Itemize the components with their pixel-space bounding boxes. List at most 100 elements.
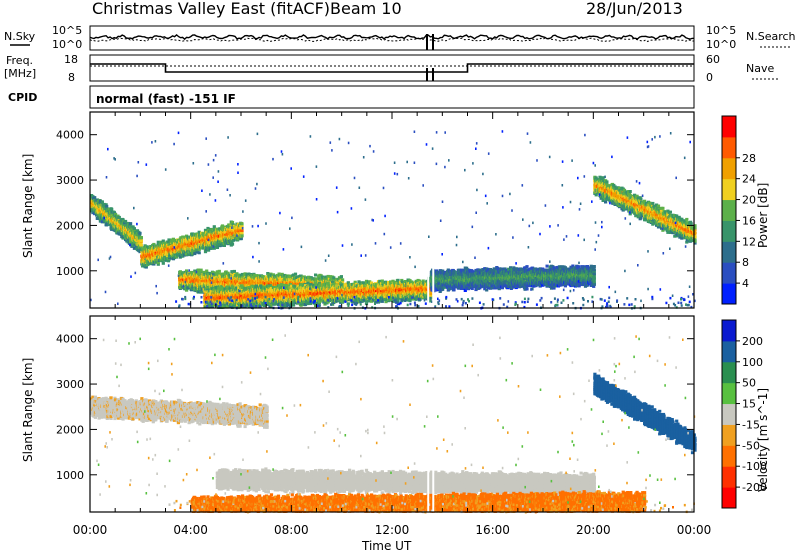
echo-cell <box>230 242 235 246</box>
echo-cell <box>302 275 306 279</box>
echo-cell <box>139 239 143 243</box>
echo-cell <box>167 258 171 262</box>
echo-cell <box>266 272 270 275</box>
echo-cell <box>215 270 219 274</box>
echo-cell <box>197 268 201 272</box>
echo-cell <box>208 302 212 306</box>
echo-cell <box>185 269 189 273</box>
freq-label: Freq. <box>6 54 33 67</box>
freq-tick-top: 18 <box>64 53 78 66</box>
echo-cell <box>102 202 106 206</box>
station-title: Christmas Valley East (fitACF) <box>92 0 330 18</box>
echo-cell <box>197 251 201 255</box>
echo-cell <box>332 278 336 282</box>
echo-cell <box>139 236 143 239</box>
echo-cell <box>212 246 216 250</box>
nsky-scale-bottom: 10^0 <box>52 38 82 51</box>
echo-cell <box>205 288 209 292</box>
echo-cell <box>181 254 185 258</box>
echo-cell <box>199 270 203 274</box>
echo-cell <box>132 227 136 231</box>
echo-cell <box>253 273 257 277</box>
echo-cell <box>199 268 203 272</box>
echo-cell <box>176 238 180 242</box>
echo-cell <box>142 247 146 251</box>
echo-cell <box>332 276 336 280</box>
echo-cell <box>228 273 232 277</box>
echo-cell <box>203 250 208 254</box>
echo-cell <box>186 253 191 257</box>
echo-cell <box>240 231 244 235</box>
echo-cell <box>195 250 199 254</box>
echo-cell <box>210 246 214 250</box>
freq-tick-bottom: 8 <box>68 71 75 84</box>
echo-cell <box>326 274 330 278</box>
nsearch-label: N.Search <box>746 30 796 43</box>
echo-cell <box>100 200 104 204</box>
echo-cell <box>161 239 165 243</box>
echo-cell <box>232 271 236 275</box>
echo-cell <box>156 240 160 244</box>
echo-cell <box>117 215 121 219</box>
echo-cell <box>197 230 201 234</box>
echo-cell <box>203 228 208 232</box>
nave-label: Nave <box>746 62 774 75</box>
echo-cell <box>167 238 171 242</box>
echo-cell <box>283 273 287 277</box>
echo-cell <box>314 273 318 277</box>
echo-cell <box>215 243 219 247</box>
nsky-scale-top: 10^5 <box>52 24 82 37</box>
echo-cell <box>139 243 143 247</box>
echo-cell <box>202 270 206 274</box>
echo-cell <box>245 273 249 277</box>
echo-cell <box>129 222 133 226</box>
echo-cell <box>226 271 230 275</box>
frequency-panel: Freq. [MHz] 18 8 60 0 Nave <box>4 53 778 84</box>
echo-cell <box>185 234 189 238</box>
cpid-text: normal (fast) -151 IF <box>96 92 236 106</box>
frequency-series <box>90 63 694 73</box>
echo-cell <box>155 244 159 248</box>
echo-cell <box>193 252 197 256</box>
echo-cell <box>107 207 111 211</box>
echo-cell <box>341 278 345 282</box>
echo-cell <box>144 265 148 269</box>
echo-cell <box>212 225 216 229</box>
echo-cell <box>154 260 158 264</box>
echo-cell <box>254 284 258 288</box>
echo-cell <box>227 223 231 227</box>
echo-cell <box>112 210 116 214</box>
echo-cell <box>235 272 239 276</box>
echo-cell <box>220 224 225 228</box>
echo-cell <box>161 261 165 265</box>
echo-cell <box>210 305 214 309</box>
echo-cell <box>190 270 194 274</box>
echo-cell <box>232 269 236 273</box>
echo-cell <box>135 229 140 233</box>
echo-cell <box>199 290 203 294</box>
noise-panel: N.Sky 10^5 10^0 10^5 10^0 N.Search <box>4 24 796 51</box>
echo-cell <box>299 274 303 278</box>
echo-cell <box>215 246 219 249</box>
echo-cell <box>210 228 214 232</box>
echo-cell <box>240 225 244 228</box>
echo-cell <box>181 235 185 239</box>
echo-cell <box>287 274 291 278</box>
echo-cell <box>156 262 160 266</box>
echo-cell <box>197 247 201 251</box>
echo-cell <box>190 232 194 236</box>
echo-cell <box>121 218 125 222</box>
echo-cell <box>113 213 118 217</box>
echo-cell <box>280 272 284 276</box>
echo-cell <box>152 262 156 266</box>
date-label: 28/Jun/2013 <box>586 0 683 18</box>
echo-cell <box>224 272 228 276</box>
echo-cell <box>105 204 109 208</box>
echo-cell <box>293 272 298 276</box>
echo-cell <box>175 240 179 244</box>
echo-cell <box>329 275 333 279</box>
echo-cell <box>91 195 95 199</box>
echo-cell <box>190 287 194 291</box>
